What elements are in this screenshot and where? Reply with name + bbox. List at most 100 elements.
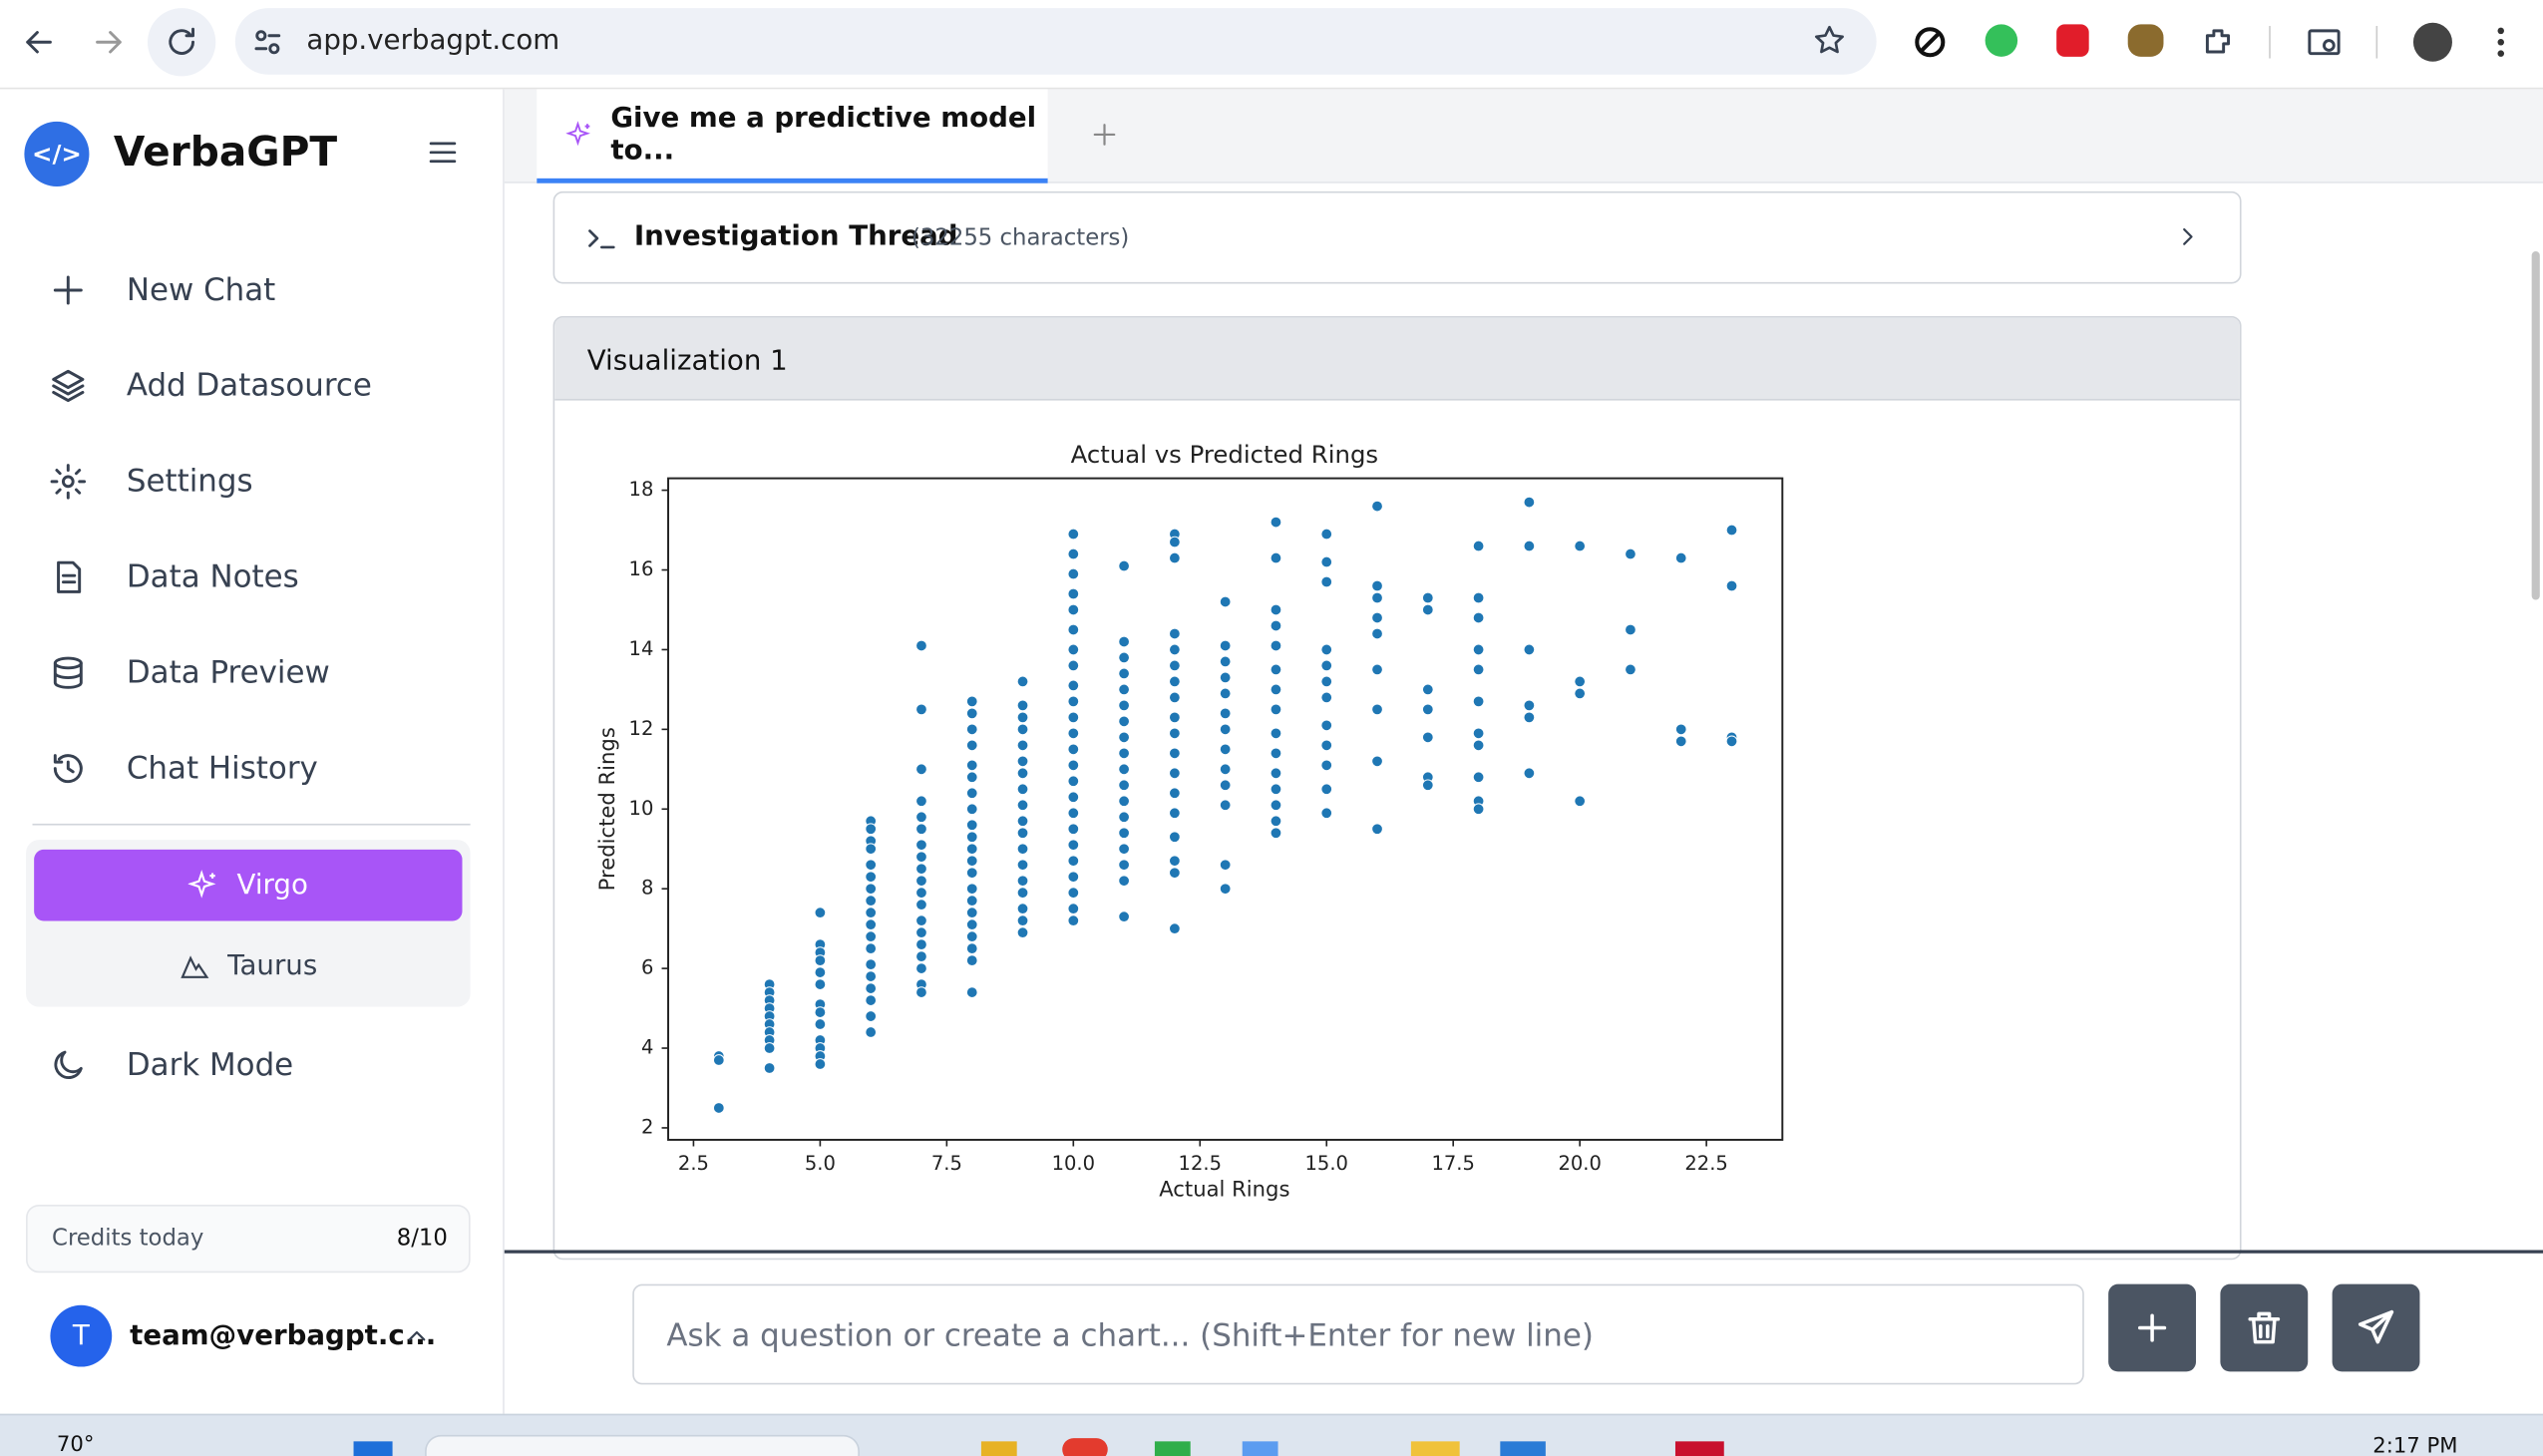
app-icon[interactable] xyxy=(1242,1441,1278,1456)
point xyxy=(965,819,978,832)
start-button[interactable] xyxy=(353,1441,393,1456)
plus-icon xyxy=(2138,1313,2167,1342)
y-tick-label: 6 xyxy=(641,956,653,979)
menu-item[interactable]: Data Preview xyxy=(36,640,474,705)
menu-label: Chat History xyxy=(126,750,318,787)
point xyxy=(965,707,978,720)
chevron-right xyxy=(2183,227,2193,245)
point xyxy=(1472,663,1485,676)
point xyxy=(1421,591,1434,604)
point xyxy=(1016,887,1029,900)
plus-icon xyxy=(53,275,83,305)
profile-avatar[interactable] xyxy=(2412,22,2452,62)
logo: </> xyxy=(24,121,90,186)
cast-button[interactable] xyxy=(2305,23,2344,62)
extension-icon[interactable] xyxy=(2127,24,2164,57)
search-box[interactable] xyxy=(425,1434,860,1456)
extension-icon[interactable] xyxy=(1911,23,1950,62)
point xyxy=(915,863,927,876)
thread-card[interactable]: Investigation Thread (32255 characters) xyxy=(552,190,2242,284)
point xyxy=(915,639,927,652)
new-tab[interactable] xyxy=(1090,120,1119,149)
back-button[interactable] xyxy=(20,23,59,62)
point xyxy=(1320,659,1333,672)
y-tick-label: 10 xyxy=(629,797,654,820)
menu-item[interactable]: Settings xyxy=(36,449,474,514)
app-icon[interactable] xyxy=(1674,1441,1724,1456)
point xyxy=(1016,739,1029,752)
app-icon[interactable] xyxy=(1410,1441,1460,1456)
menu-label: Data Preview xyxy=(126,654,330,691)
point xyxy=(1067,623,1080,636)
x-tick-label: 20.0 xyxy=(1558,1152,1601,1175)
y-tick-label: 12 xyxy=(629,717,654,740)
site-info-icon[interactable] xyxy=(251,26,284,59)
app-icon[interactable] xyxy=(1154,1441,1191,1456)
hamburger[interactable] xyxy=(425,135,461,171)
add-button[interactable] xyxy=(2108,1283,2197,1372)
point xyxy=(1270,727,1282,740)
point xyxy=(1118,910,1130,923)
model-option[interactable]: Virgo xyxy=(34,849,463,921)
menu-item[interactable]: Data Notes xyxy=(36,545,474,609)
point xyxy=(1169,855,1181,868)
point xyxy=(1016,827,1029,840)
x-tick-label: 15.0 xyxy=(1305,1152,1348,1175)
point xyxy=(1169,675,1181,688)
point xyxy=(712,1054,725,1066)
point xyxy=(1067,679,1080,692)
menu-item[interactable]: Add Datasource xyxy=(36,353,474,418)
point xyxy=(1169,643,1181,656)
clear-button[interactable] xyxy=(2220,1283,2309,1372)
reload-button[interactable] xyxy=(163,23,201,62)
bookmark-star[interactable] xyxy=(1812,23,1848,59)
taskbar: 70° 2:17 PM xyxy=(0,1413,2543,1456)
point xyxy=(1067,823,1080,836)
menu-button[interactable] xyxy=(2491,23,2511,62)
tab[interactable]: Give me a predictive model to... xyxy=(537,89,1048,183)
menu-item[interactable]: Chat History xyxy=(36,736,474,801)
point xyxy=(1320,759,1333,772)
app-icon[interactable] xyxy=(1500,1441,1546,1456)
thread-meta: (32255 characters) xyxy=(910,224,1130,251)
menu-item[interactable]: New Chat xyxy=(36,258,474,323)
point xyxy=(915,986,927,998)
forward-button[interactable] xyxy=(89,23,128,62)
point xyxy=(915,811,927,824)
user-avatar[interactable]: T xyxy=(50,1304,113,1367)
point xyxy=(1219,763,1232,776)
point xyxy=(1067,727,1080,740)
app-icon[interactable] xyxy=(980,1441,1017,1456)
point xyxy=(1574,687,1587,700)
point xyxy=(1523,496,1536,509)
menu-label: New Chat xyxy=(126,272,276,308)
app-icon[interactable] xyxy=(1062,1438,1108,1456)
address-bar[interactable]: app.verbagpt.com xyxy=(234,8,1877,75)
send-button[interactable] xyxy=(2332,1283,2420,1372)
point xyxy=(1472,540,1485,552)
point xyxy=(1270,551,1282,564)
user-email[interactable]: team@verbagpt.c... xyxy=(130,1319,437,1352)
extension-icon[interactable] xyxy=(2056,24,2089,57)
chart: Actual vs Predicted Rings Actual Rings P… xyxy=(594,440,1784,1201)
model-option[interactable]: Taurus xyxy=(34,932,462,1000)
point xyxy=(1219,671,1232,684)
point xyxy=(1270,799,1282,812)
dark-mode-toggle[interactable]: Dark Mode xyxy=(36,1033,474,1098)
extension-icon[interactable] xyxy=(1985,24,2018,57)
point xyxy=(1169,627,1181,640)
x-axis-label: Actual Rings xyxy=(1159,1176,1289,1201)
send-icon xyxy=(2358,1309,2394,1344)
point xyxy=(1472,695,1485,708)
y-tick-label: 2 xyxy=(641,1115,653,1138)
thread-title: Investigation Thread xyxy=(633,220,958,253)
scrollbar[interactable] xyxy=(2531,250,2540,600)
point xyxy=(865,843,878,856)
chat-input[interactable]: Ask a question or create a chart... (Shi… xyxy=(632,1283,2084,1385)
visualization-header: Visualization 1 xyxy=(554,317,2240,401)
point xyxy=(965,883,978,896)
sparkle-icon xyxy=(565,120,590,146)
extensions-button[interactable] xyxy=(2199,23,2238,62)
chevron-up[interactable] xyxy=(402,1321,431,1350)
